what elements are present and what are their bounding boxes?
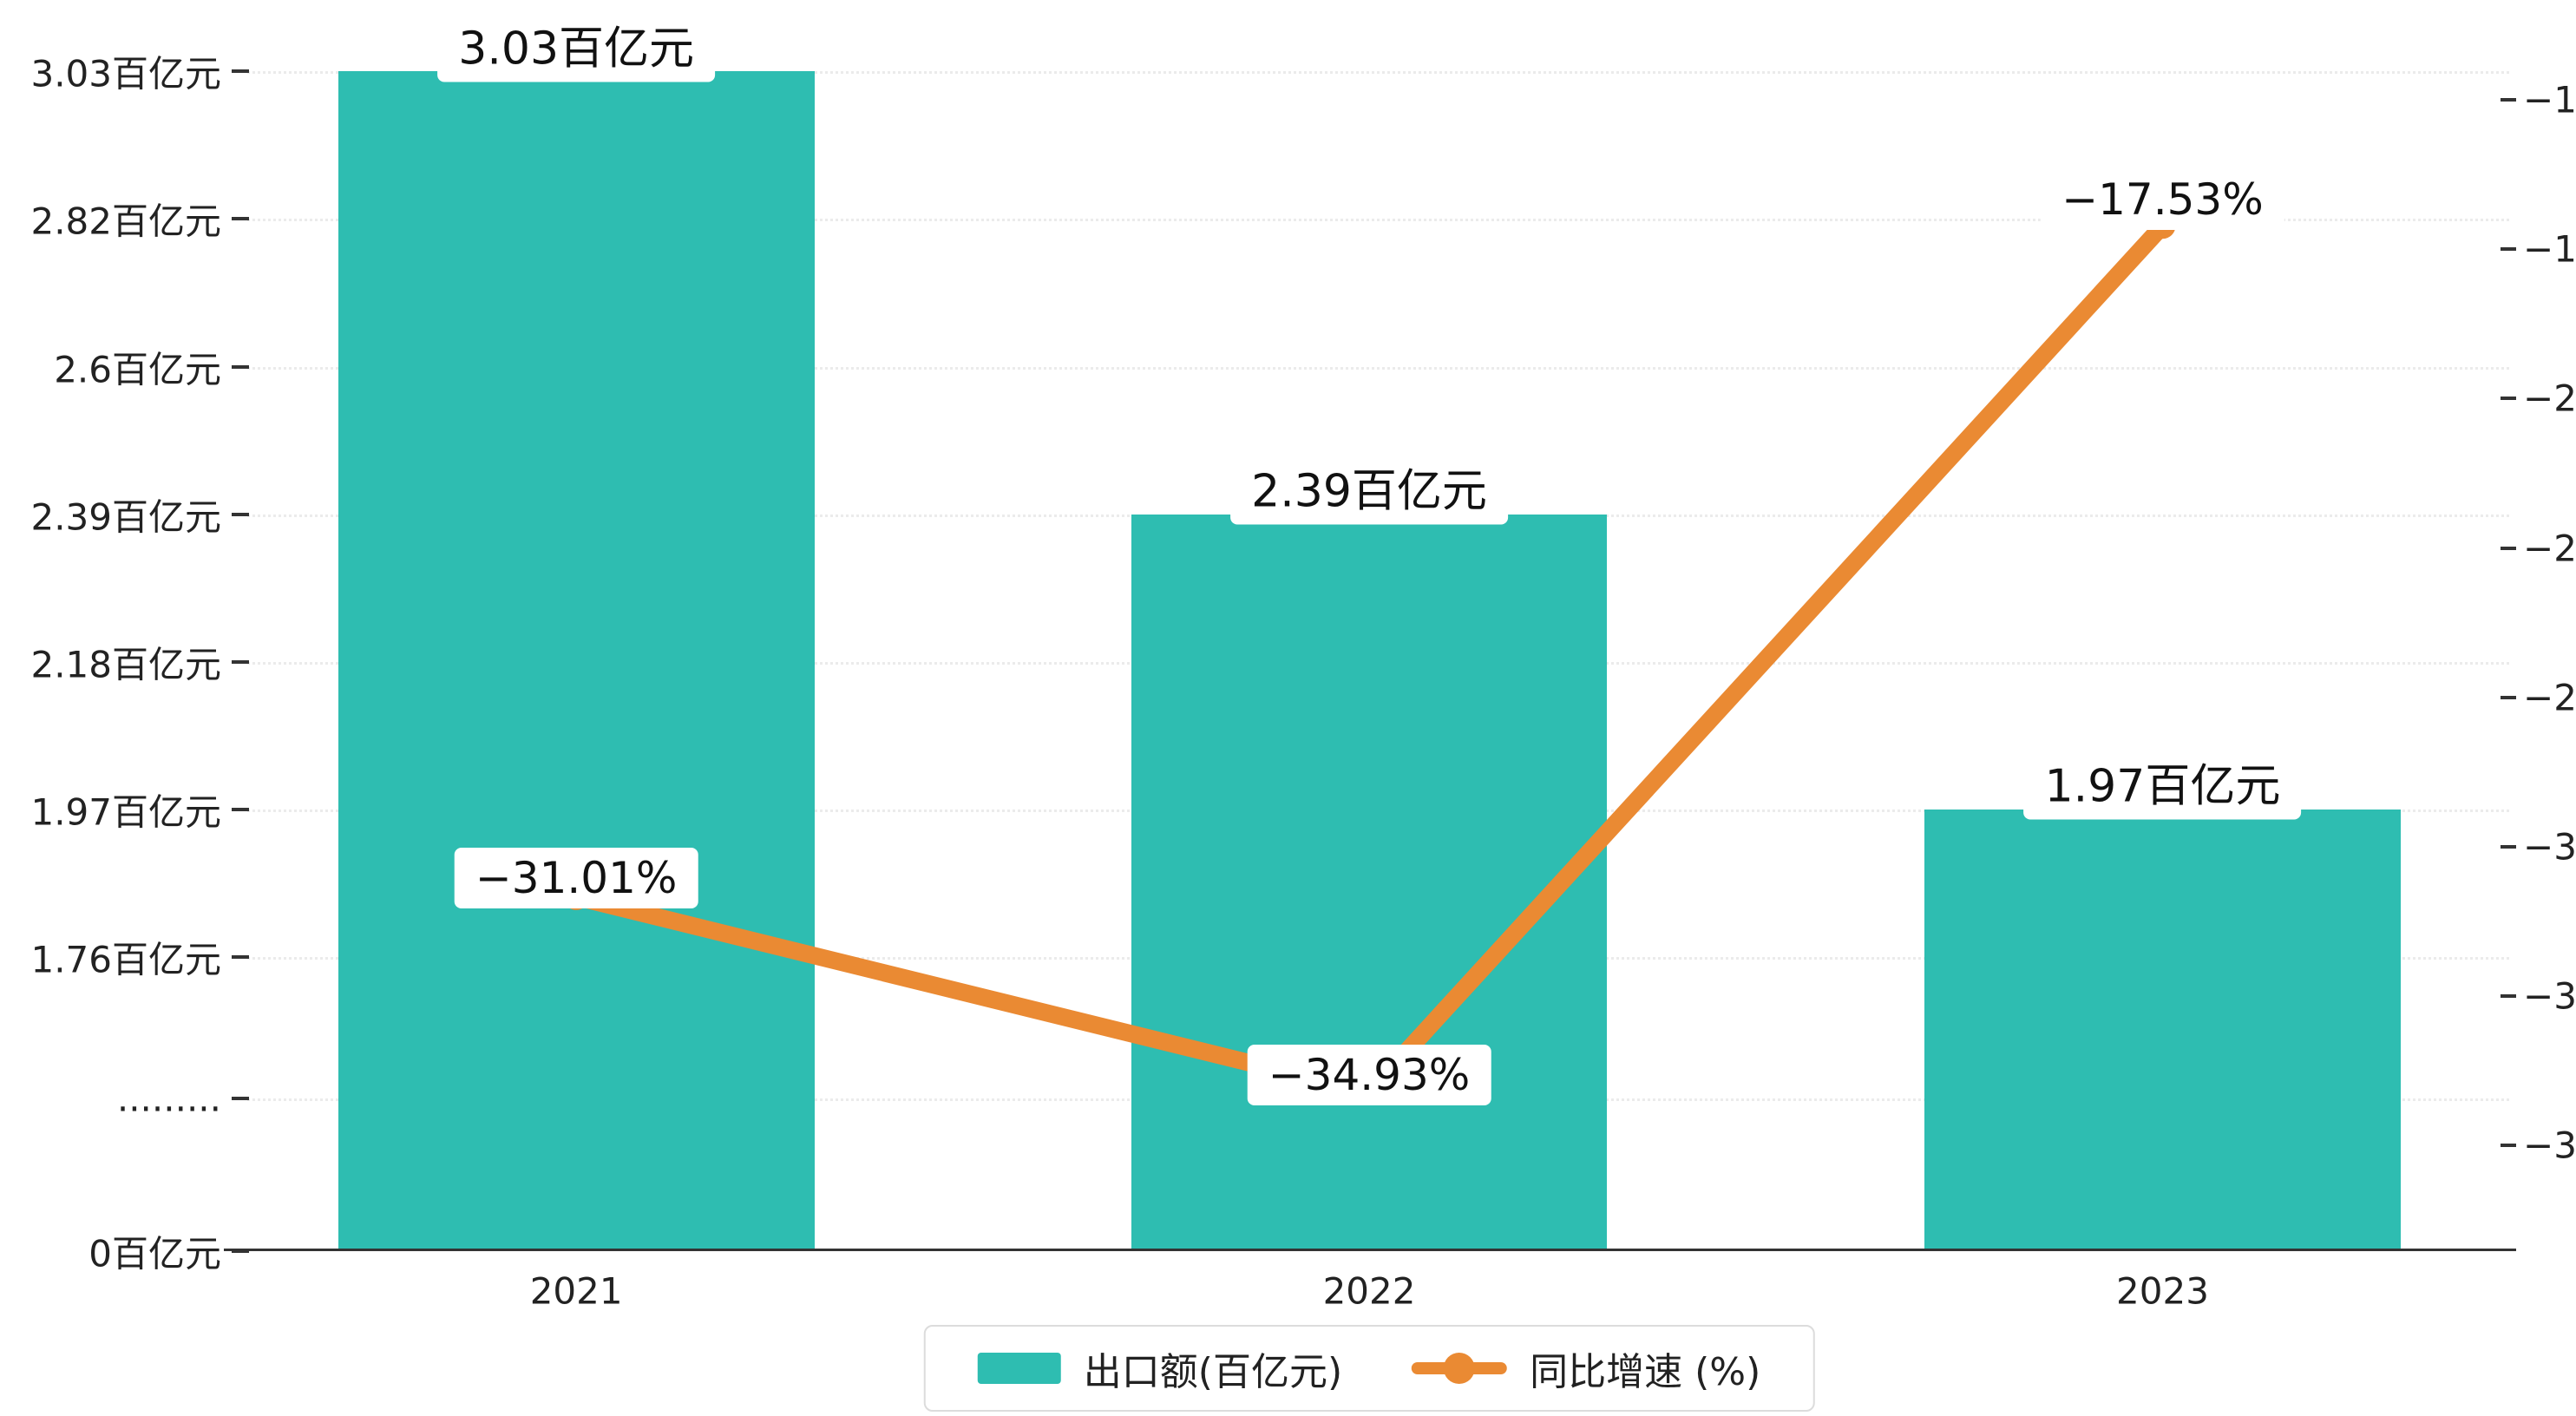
- left-axis-tick-mark: [232, 807, 249, 811]
- right-axis-tick-mark: [2501, 994, 2516, 999]
- gridline: [247, 71, 2509, 75]
- left-axis-tick-mark: [232, 659, 249, 664]
- right-axis-tick-label: −24: [2523, 527, 2576, 570]
- bar-value-label-2021: 3.03百亿元: [437, 6, 716, 82]
- x-axis-line: [224, 1248, 2516, 1251]
- legend-label-export: 出口额(百亿元): [1083, 1349, 1343, 1394]
- left-axis-tick-label: 2.6百亿元: [54, 348, 221, 391]
- legend-label-growth: 同比增速 (%): [1530, 1349, 1761, 1394]
- line-legend-dot-icon: [1444, 1352, 1476, 1384]
- left-axis-tick-mark: [232, 69, 249, 74]
- left-axis-tick-label: 3.03百亿元: [30, 52, 221, 95]
- line-value-label-2021: −31.01%: [454, 847, 698, 908]
- left-axis-tick-label: 2.39百亿元: [30, 495, 221, 539]
- legend-item-export[interactable]: 出口额(百亿元): [977, 1341, 1343, 1396]
- line-value-label-2022: −34.93%: [1247, 1044, 1491, 1105]
- right-axis-tick-mark: [2501, 397, 2516, 401]
- right-axis-tick-mark: [2501, 1144, 2516, 1148]
- left-axis-tick-label: 2.18百亿元: [30, 643, 221, 686]
- right-axis-tick-label: −30: [2523, 825, 2576, 869]
- left-axis-tick-label: 2.82百亿元: [30, 200, 221, 243]
- line-value-label-2023: −17.53%: [2041, 169, 2284, 231]
- left-axis-tick-label: 0百亿元: [88, 1232, 221, 1275]
- right-axis-tick-mark: [2501, 98, 2516, 102]
- bar-value-label-2023: 1.97百亿元: [2023, 744, 2302, 820]
- right-axis-tick-mark: [2501, 247, 2516, 252]
- right-axis-tick-label: −18: [2523, 227, 2576, 271]
- right-axis-tick-mark: [2501, 844, 2516, 849]
- left-axis-tick-label: .........: [116, 1077, 221, 1120]
- legend-item-growth[interactable]: 同比增速 (%): [1412, 1341, 1760, 1396]
- right-axis-tick-label: −15: [2523, 78, 2576, 121]
- right-axis-tick-label: −21: [2523, 377, 2576, 420]
- left-axis-tick-label: 1.97百亿元: [30, 790, 221, 834]
- x-tick-label-2021: 2021: [529, 1269, 623, 1313]
- right-axis-tick-label: −33: [2523, 974, 2576, 1018]
- bar-2021[interactable]: [338, 71, 815, 1249]
- left-axis-tick-label: 1.76百亿元: [30, 938, 221, 981]
- bar-value-label-2022: 2.39百亿元: [1230, 449, 1508, 525]
- legend: 出口额(百亿元) 同比增速 (%): [923, 1324, 1815, 1412]
- right-axis-tick-mark: [2501, 546, 2516, 550]
- right-axis-tick-mark: [2501, 695, 2516, 699]
- left-axis-tick-mark: [232, 954, 249, 959]
- x-tick-label-2022: 2022: [1322, 1269, 1416, 1313]
- bar-2022[interactable]: [1131, 514, 1608, 1249]
- right-axis-tick-label: −27: [2523, 676, 2576, 719]
- left-axis-tick-mark: [232, 512, 249, 516]
- bar-2023[interactable]: [1924, 809, 2401, 1249]
- left-axis-tick-mark: [232, 1249, 249, 1253]
- left-axis-tick-mark: [232, 217, 249, 221]
- right-axis-tick-label: −36: [2523, 1124, 2576, 1167]
- left-axis-tick-mark: [232, 1097, 249, 1101]
- x-tick-label-2023: 2023: [2116, 1269, 2209, 1313]
- bar-legend-swatch: [977, 1352, 1061, 1384]
- line-legend-swatch: [1412, 1352, 1508, 1384]
- left-axis-tick-mark: [232, 364, 249, 369]
